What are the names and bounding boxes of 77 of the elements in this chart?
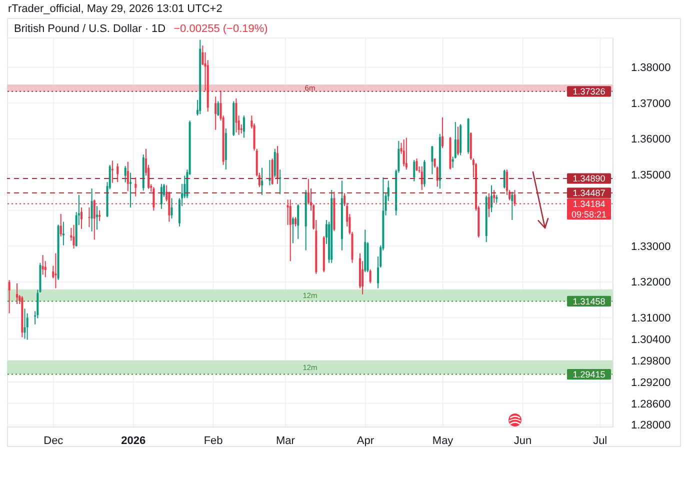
candlestick bbox=[126, 161, 129, 192]
y-tick-label: 1.35000 bbox=[631, 169, 671, 182]
candlestick bbox=[271, 158, 274, 186]
candlestick bbox=[456, 126, 459, 156]
candlestick bbox=[493, 189, 496, 204]
candlestick bbox=[129, 172, 132, 208]
candlestick bbox=[134, 176, 137, 197]
x-tick-label: Feb bbox=[204, 435, 223, 447]
candlestick bbox=[413, 159, 416, 182]
candlestick bbox=[423, 159, 426, 188]
candlestick bbox=[442, 116, 444, 149]
y-tick-label: 1.37000 bbox=[631, 98, 671, 110]
ref-line-label: 1.29415 bbox=[572, 369, 606, 380]
y-tick-label: 1.28000 bbox=[631, 420, 671, 432]
candlestick bbox=[235, 98, 238, 133]
candlestick bbox=[111, 160, 114, 184]
x-tick-label: Mar bbox=[276, 435, 296, 447]
ref-line-label: 1.37326 bbox=[572, 86, 606, 97]
ref-line-label: 1.34487 bbox=[572, 188, 606, 198]
y-tick-label: 1.36000 bbox=[631, 134, 671, 146]
candlestick bbox=[214, 96, 217, 130]
x-tick-label: May bbox=[432, 435, 454, 447]
candlestick bbox=[503, 169, 506, 190]
candlestick bbox=[405, 137, 408, 170]
y-tick-label: 1.31000 bbox=[631, 312, 671, 324]
annotation: 09:58:21 bbox=[571, 210, 607, 220]
chart-subtitle: −0.00255 (−0.19%) bbox=[174, 23, 268, 36]
chart-title: British Pound / U.S. Dollar · 1D bbox=[14, 23, 166, 36]
candlestick bbox=[16, 282, 18, 305]
y-tick-label: 1.30400 bbox=[631, 334, 671, 346]
candlestick bbox=[261, 167, 264, 196]
y-tick-label: 1.28600 bbox=[631, 398, 671, 410]
x-tick-label: 2026 bbox=[121, 435, 146, 447]
candlestick bbox=[170, 198, 173, 220]
candlestick bbox=[8, 280, 10, 314]
candlestick bbox=[274, 148, 276, 178]
candlestick bbox=[54, 252, 57, 289]
candlestick bbox=[42, 254, 44, 276]
ref-line-label: 1.34184 bbox=[572, 198, 606, 209]
candlestick bbox=[124, 166, 126, 183]
x-tick-label: Jun bbox=[514, 435, 532, 447]
candlestick bbox=[402, 139, 405, 167]
y-tick-label: 1.29200 bbox=[631, 376, 671, 389]
x-tick-label: Dec bbox=[44, 435, 64, 447]
candlestick bbox=[72, 224, 75, 250]
candlestick bbox=[96, 206, 98, 230]
y-tick-label: 1.38000 bbox=[631, 62, 671, 74]
candlestick bbox=[242, 115, 245, 138]
candlestick bbox=[160, 183, 162, 210]
y-tick-label: 1.29800 bbox=[631, 355, 671, 368]
candlestick bbox=[24, 308, 26, 340]
x-tick-label: Jul bbox=[593, 435, 608, 447]
candlestick bbox=[88, 206, 90, 228]
candlestick bbox=[80, 206, 82, 230]
candlestick bbox=[217, 100, 220, 116]
candlestick bbox=[292, 216, 294, 244]
ref-line-label: 1.34890 bbox=[572, 174, 606, 184]
candlestick bbox=[511, 191, 514, 220]
y-tick-label: 1.32000 bbox=[631, 276, 671, 289]
x-tick-label: Apr bbox=[356, 435, 374, 447]
candlestick bbox=[431, 145, 434, 175]
ref-line-label: 1.31458 bbox=[572, 296, 606, 306]
candlestick bbox=[98, 210, 101, 222]
candlestick bbox=[294, 216, 297, 227]
candlestick bbox=[436, 166, 438, 188]
text: rTrader_official, May 29, 2026 13:01 UTC+2 bbox=[8, 3, 222, 16]
candlestick bbox=[26, 312, 28, 340]
candlestick bbox=[62, 221, 64, 246]
y-tick-label: 1.33000 bbox=[631, 240, 671, 253]
candlestick bbox=[420, 166, 423, 190]
candlestick bbox=[490, 184, 493, 213]
candlestick bbox=[297, 204, 300, 240]
candlestick bbox=[369, 268, 372, 284]
candlestick bbox=[116, 162, 119, 183]
candlestick bbox=[416, 158, 418, 172]
candlestick bbox=[90, 188, 93, 232]
candlestick bbox=[60, 213, 62, 237]
